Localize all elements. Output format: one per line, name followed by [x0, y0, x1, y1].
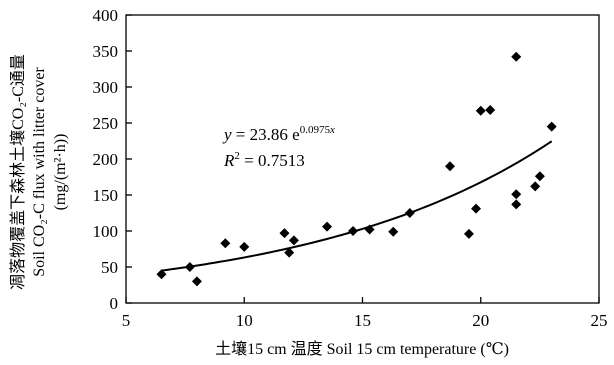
fit-equation: y = 23.86 e0.0975x — [222, 124, 335, 144]
data-point — [405, 208, 415, 218]
x-tick-label: 5 — [122, 311, 131, 330]
data-point — [511, 189, 521, 199]
x-tick-label: 10 — [236, 311, 253, 330]
r2-value: = 0.7513 — [240, 151, 305, 170]
data-point — [464, 229, 474, 239]
data-point — [485, 105, 495, 115]
data-point — [535, 171, 545, 181]
data-point — [445, 161, 455, 171]
data-point — [530, 181, 540, 191]
data-point — [239, 242, 249, 252]
plot-area — [126, 15, 599, 303]
y-tick-label: 300 — [93, 78, 119, 97]
fit-curve — [161, 141, 551, 270]
data-point — [289, 235, 299, 245]
x-tick-label: 20 — [472, 311, 489, 330]
data-point — [471, 204, 481, 214]
eq-exponent: 0.0975 — [300, 124, 331, 136]
y-axis-label-line-3: (mg/(m²·h)) — [52, 134, 69, 211]
y-axis-label-line-1: 凋落物覆盖下森林土壤CO₂-C通量 — [8, 54, 27, 290]
y-tick-label: 100 — [93, 222, 119, 241]
data-point — [322, 222, 332, 232]
y-tick-label: 0 — [110, 294, 119, 313]
eq-lhs: y — [222, 125, 232, 144]
data-point — [476, 106, 486, 116]
y-axis-label: 凋落物覆盖下森林土壤CO₂-C通量 Soil CO₂-C flux with l… — [8, 54, 69, 290]
data-point — [388, 227, 398, 237]
y-axis-label-line-2: Soil CO₂-C flux with litter cover — [31, 67, 48, 277]
x-axis: 5 10 15 20 25 — [122, 297, 608, 330]
data-point — [192, 276, 202, 286]
y-tick-label: 50 — [101, 258, 118, 277]
y-tick-label: 350 — [93, 42, 119, 61]
y-tick-label: 250 — [93, 114, 119, 133]
data-point — [185, 262, 195, 272]
x-axis-label: 土壤15 cm 温度 Soil 15 cm temperature (℃) — [215, 339, 509, 358]
y-tick-label: 200 — [93, 150, 119, 169]
data-point — [220, 238, 230, 248]
y-tick-label: 400 — [93, 6, 119, 25]
fit-r-squared: R2 = 0.7513 — [223, 150, 305, 170]
y-tick-label: 150 — [93, 186, 119, 205]
x-tick-label: 15 — [354, 311, 371, 330]
data-point — [511, 199, 521, 209]
data-point — [547, 122, 557, 132]
data-point — [348, 226, 358, 236]
data-point — [511, 52, 521, 62]
data-point — [279, 228, 289, 238]
r2-lhs: R — [223, 151, 235, 170]
x-tick-label: 25 — [591, 311, 608, 330]
eq-body: = 23.86 e — [232, 125, 300, 144]
eq-exponent-var: x — [329, 124, 335, 136]
data-points — [156, 52, 556, 287]
